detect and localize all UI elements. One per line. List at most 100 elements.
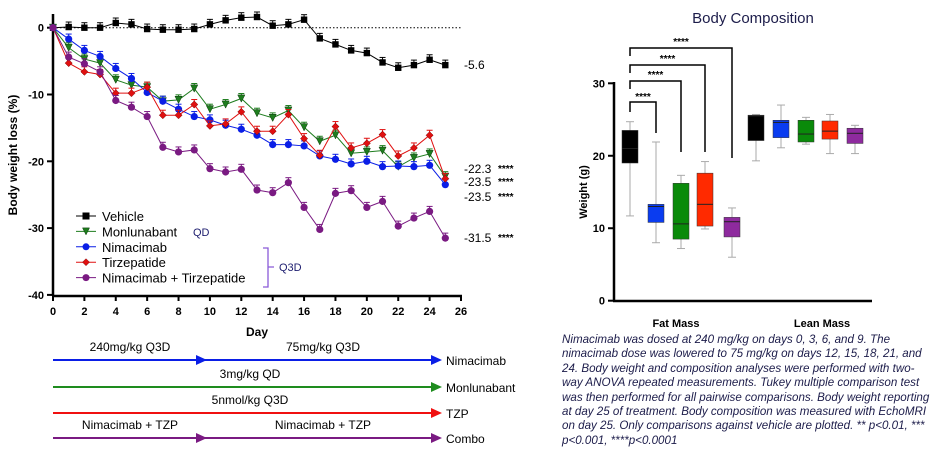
dose-label: Nimacimab + TZP — [275, 418, 371, 432]
diamond-marker — [378, 130, 387, 139]
circle-marker — [347, 160, 355, 168]
square-marker — [112, 19, 119, 27]
square-marker — [238, 14, 245, 21]
square-marker — [363, 49, 371, 57]
circle-marker — [49, 24, 57, 32]
significance-label: **** — [673, 37, 689, 48]
diamond-marker — [237, 107, 246, 116]
circle-marker — [253, 131, 261, 139]
dose-label: 75mg/kg Q3D — [286, 340, 360, 354]
triangle-marker — [331, 131, 340, 140]
x-axis-label: Day — [246, 325, 268, 339]
circle-marker — [80, 60, 88, 68]
box — [672, 183, 690, 240]
circle-marker — [82, 274, 90, 282]
significance-label: **** — [498, 192, 514, 203]
end-value-label: -23.5 — [464, 175, 492, 189]
x-tick-label: 2 — [81, 306, 87, 318]
box-lean-vehicle — [747, 113, 765, 162]
circle-marker — [237, 125, 245, 133]
box-chart-title: Body Composition — [692, 10, 814, 27]
series-line — [52, 27, 446, 177]
diamond-marker — [143, 83, 152, 92]
dose-label: 5nmol/kg Q3D — [212, 393, 289, 407]
circle-marker — [206, 116, 214, 124]
circle-marker — [378, 197, 387, 205]
x-tick-label: 20 — [361, 306, 373, 318]
square-marker — [395, 64, 402, 71]
circle-marker — [65, 53, 73, 61]
series-line — [52, 27, 446, 179]
series-nimacimab-tirzepatide: Nimacimab + Tirzepatide — [49, 24, 449, 286]
circle-marker — [127, 103, 136, 111]
triangle-marker — [300, 123, 309, 132]
diamond-marker — [64, 59, 73, 68]
arrow-head-icon — [431, 408, 442, 418]
diamond-marker — [158, 111, 167, 120]
legend-label: Nimacimab — [102, 240, 167, 255]
diamond-marker — [331, 122, 340, 131]
q3d-bracket — [263, 247, 274, 288]
box-y-axis-label: Weight (g) — [578, 165, 590, 219]
box-lean-tirzepatide — [821, 113, 839, 155]
circle-marker — [378, 163, 387, 171]
x-tick-label: 18 — [329, 306, 341, 318]
circle-marker — [143, 112, 151, 121]
square-marker — [159, 26, 167, 33]
box-lean-monlunabant — [797, 116, 815, 145]
box — [696, 172, 714, 227]
triangle-marker — [221, 100, 230, 109]
circle-marker — [237, 165, 245, 173]
arrow-head-icon — [431, 355, 442, 365]
triangle-marker — [174, 95, 183, 105]
y-tick-label: 0 — [38, 23, 44, 35]
circle-marker — [269, 189, 277, 197]
significance-label: **** — [498, 177, 514, 188]
schedule-row-label: Combo — [446, 432, 485, 446]
square-marker — [347, 47, 355, 54]
circle-marker — [394, 162, 402, 170]
schedule-row-nimacimab: Nimacimab 240mg/kg Q3D 75mg/kg Q3D — [53, 340, 506, 368]
square-marker — [191, 25, 198, 33]
circle-marker — [331, 155, 340, 163]
significance-label: **** — [635, 92, 651, 103]
circle-marker — [316, 225, 324, 234]
box-lean-nimacimab — [772, 104, 790, 149]
y-tick-label: 20 — [593, 151, 605, 163]
x-tick-label: 12 — [235, 306, 247, 318]
square-marker — [65, 23, 72, 31]
x-tick-label: 6 — [144, 306, 150, 318]
square-marker — [143, 25, 151, 33]
square-marker — [410, 61, 418, 69]
schedule-row-label: Nimacimab — [446, 354, 506, 368]
end-value-label: -23.5 — [464, 190, 492, 204]
circle-marker — [190, 146, 198, 154]
diamond-marker — [253, 127, 261, 136]
series-tirzepatide: Tirzepatide — [49, 23, 450, 270]
significance-label: **** — [660, 54, 676, 65]
circle-marker — [190, 112, 198, 121]
box — [797, 120, 815, 143]
significance-label: **** — [498, 233, 514, 244]
diamond-marker — [82, 258, 90, 267]
legend-label: Tirzepatide — [102, 255, 166, 270]
y-tick-label: 10 — [593, 223, 605, 235]
y-tick-label: -10 — [28, 90, 44, 102]
triangle-marker — [315, 137, 324, 146]
legend-label: Monlunabant — [102, 224, 178, 239]
diamond-marker — [315, 151, 324, 160]
circle-marker — [441, 234, 449, 242]
box — [621, 130, 639, 164]
circle-marker — [96, 68, 104, 76]
square-marker — [82, 212, 90, 220]
circle-marker — [112, 96, 120, 105]
y-tick-label: 0 — [599, 296, 605, 308]
y-tick-label: -20 — [28, 156, 44, 168]
diamond-marker — [394, 152, 403, 160]
diamond-marker — [347, 143, 356, 152]
x-tick-label: 16 — [298, 306, 310, 318]
box-fat-nimacimab-tirzepatide — [723, 207, 741, 258]
arrow-head-icon — [196, 355, 207, 365]
